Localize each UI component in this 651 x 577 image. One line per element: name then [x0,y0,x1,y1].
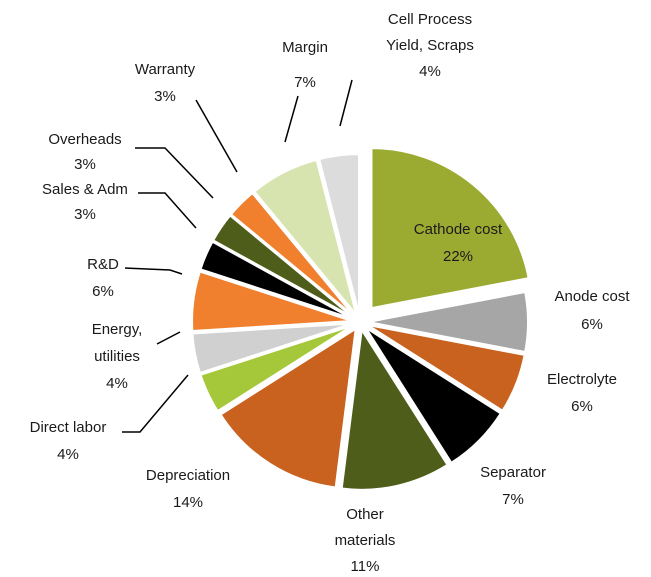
slice-label: Overheads [48,131,121,148]
slice-value-label: 7% [502,491,524,508]
leader-line [124,267,183,275]
leader-line [339,79,353,127]
slice-label: Warranty [135,61,196,78]
pie-slice [367,290,529,354]
slice-label: Other materials [335,506,396,549]
slice-label: Sales & Adm [42,181,128,198]
slice-value-label: 22% [443,248,473,265]
slice-value-label: 4% [57,446,79,463]
slice-value-label: 6% [581,316,603,333]
slice-label: Electrolyte [547,371,617,388]
slice-value-label: 7% [294,74,316,91]
leader-line [138,192,197,229]
slice-value-label: 3% [74,206,96,223]
pie-slice [199,240,354,320]
pie-slice [340,326,449,491]
slice-label: Depreciation [146,467,230,484]
pie-slice [191,322,353,375]
pie-slice [211,214,355,319]
leader-line [195,99,238,173]
leader-line [135,147,214,199]
slice-value-label: 4% [419,63,441,80]
leader-line [156,331,181,345]
slice-label: Anode cost [554,288,630,305]
slice-label: Separator [480,464,546,481]
leader-line [122,374,189,433]
slice-value-label: 4% [106,375,128,392]
slice-value-label: 6% [92,283,114,300]
pie-slice [199,324,354,413]
leader-line [284,95,299,143]
pie-slice [364,326,503,465]
slice-value-label: 3% [154,88,176,105]
slice-label: R&D [87,256,119,273]
slice-value-label: 6% [571,398,593,415]
pie-slice [370,147,530,310]
slice-label: Cell Process Yield, Scraps [386,11,474,54]
slice-label: Energy, utilities [92,321,143,365]
slice-value-label: 14% [173,494,203,511]
pie-slice [252,158,358,316]
pie-slice [219,326,357,489]
slice-value-label: 3% [74,156,96,173]
pie-slice [191,270,353,333]
pie-slice [229,191,356,318]
pie-slice [317,153,360,315]
slice-value-label: 11% [351,558,380,575]
pie-slice [366,323,526,413]
slice-label: Margin [282,39,328,56]
slice-label: Direct labor [30,419,107,436]
slice-label: Cathode cost [414,221,503,238]
